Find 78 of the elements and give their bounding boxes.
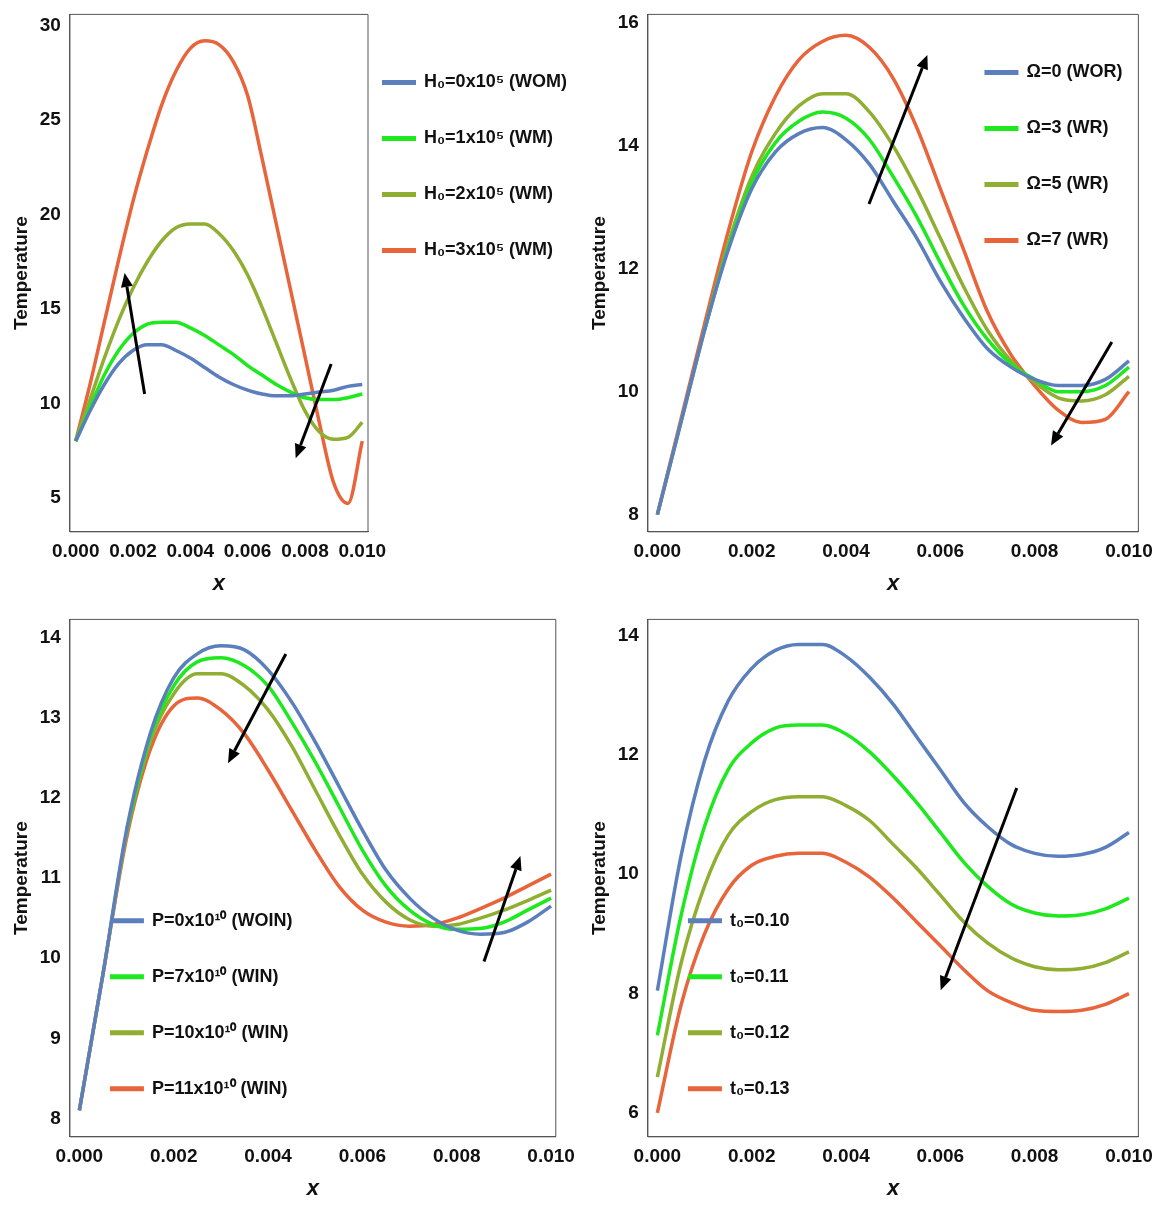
line-series	[73, 39, 365, 506]
y-tick-label: 16	[617, 11, 639, 33]
legend-label: H₀=2x10⁵ (WM)	[424, 183, 554, 204]
legend-label: Ω=7 (WR)	[1026, 229, 1109, 250]
y-tick-label: 8	[50, 1106, 61, 1128]
x-tick-label: 0.010	[338, 540, 387, 562]
x-tick-label: 0.008	[432, 1145, 481, 1167]
x-tick-label: 0.008	[281, 540, 329, 562]
legend-label: P=0x10¹⁰ (WOIN)	[151, 909, 293, 930]
line-series	[73, 343, 365, 443]
x-tick-label: 0.010	[527, 1145, 575, 1167]
y-tick-label: 14	[39, 626, 62, 648]
line-series	[655, 851, 1131, 1115]
legend-label: P=7x10¹⁰ (WIN)	[151, 965, 279, 986]
x-tick-label: 0.000	[55, 1145, 104, 1167]
y-axis-title: Temperature	[587, 821, 609, 935]
legend-label: P=11x10¹⁰ (WIN)	[151, 1077, 288, 1098]
legend-label: t₀=0.10	[729, 909, 790, 930]
line-series	[655, 723, 1131, 1038]
x-tick-label: 0.006	[223, 540, 272, 562]
y-tick-label: 10	[39, 946, 61, 968]
y-axis-title: Temperature	[9, 216, 31, 330]
y-tick-label: 6	[628, 1101, 639, 1123]
legend-label: H₀=1x10⁵ (WM)	[424, 127, 554, 148]
x-tick-label: 0.008	[1010, 540, 1059, 562]
x-tick-label: 0.002	[727, 540, 776, 562]
y-axis-title: Temperature	[9, 821, 31, 935]
y-tick-label: 5	[50, 486, 62, 508]
x-tick-label: 0.010	[1105, 540, 1153, 562]
y-tick-label: 10	[617, 379, 639, 401]
x-tick-label: 0.004	[822, 540, 871, 562]
x-tick-label: 0.010	[1105, 1145, 1153, 1167]
legend-label: Ω=0 (WOR)	[1026, 61, 1123, 82]
y-tick-label: 15	[39, 297, 62, 319]
y-tick-label: 14	[617, 134, 640, 156]
y-tick-label: 14	[617, 623, 640, 645]
line-series	[655, 794, 1131, 1079]
legend-label: Ω=3 (WR)	[1026, 117, 1109, 138]
y-tick-label: 20	[39, 202, 61, 224]
y-tick-label: 12	[617, 257, 639, 279]
y-tick-label: 8	[628, 502, 639, 524]
y-tick-label: 10	[39, 391, 61, 413]
y-tick-label: 30	[39, 13, 61, 35]
y-tick-label: 12	[617, 743, 639, 765]
y-tick-label: 10	[617, 862, 639, 884]
y-tick-label: 12	[39, 786, 61, 808]
x-tick-label: 0.006	[916, 540, 965, 562]
x-tick-label: 0.008	[1010, 1145, 1059, 1167]
legend-label: t₀=0.12	[729, 1021, 790, 1042]
line-series	[655, 642, 1131, 993]
legend-label: t₀=0.11	[729, 965, 789, 986]
y-tick-label: 25	[39, 108, 62, 130]
y-tick-label: 9	[50, 1026, 61, 1048]
legend-label: Ω=5 (WR)	[1026, 173, 1109, 194]
y-tick-label: 8	[628, 981, 639, 1003]
x-tick-label: 0.004	[166, 540, 215, 562]
legend-label: t₀=0.13	[729, 1077, 790, 1098]
legend-label: H₀=3x10⁵ (WM)	[424, 239, 554, 260]
x-axis-title: x	[886, 1174, 901, 1200]
x-tick-label: 0.002	[727, 1145, 776, 1167]
x-axis-title: x	[886, 569, 901, 595]
x-tick-label: 0.000	[51, 540, 100, 562]
x-tick-label: 0.004	[822, 1145, 871, 1167]
x-tick-label: 0.002	[109, 540, 157, 562]
x-tick-label: 0.004	[244, 1145, 293, 1167]
x-tick-label: 0.002	[149, 1145, 198, 1167]
x-tick-label: 0.006	[916, 1145, 965, 1167]
x-tick-label: 0.000	[633, 540, 682, 562]
x-axis-title: x	[211, 569, 226, 595]
x-tick-label: 0.000	[633, 1145, 682, 1167]
legend-label: H₀=0x10⁵ (WOM)	[424, 71, 568, 92]
line-series	[73, 222, 365, 443]
x-tick-label: 0.006	[338, 1145, 387, 1167]
legend-label: P=10x10¹⁰ (WIN)	[151, 1021, 289, 1042]
y-axis-title: Temperature	[587, 216, 609, 330]
x-axis-title: x	[305, 1174, 320, 1200]
y-tick-label: 13	[39, 706, 61, 728]
y-tick-label: 11	[40, 866, 62, 888]
